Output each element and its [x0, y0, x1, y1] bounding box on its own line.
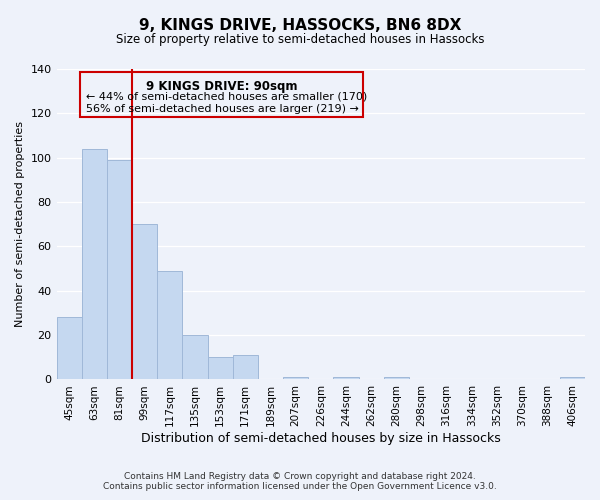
Bar — [182, 335, 208, 380]
X-axis label: Distribution of semi-detached houses by size in Hassocks: Distribution of semi-detached houses by … — [141, 432, 500, 445]
Bar — [283, 377, 308, 380]
Text: Contains public sector information licensed under the Open Government Licence v3: Contains public sector information licen… — [103, 482, 497, 491]
Bar — [56, 318, 82, 380]
Bar — [132, 224, 157, 380]
Text: ← 44% of semi-detached houses are smaller (170): ← 44% of semi-detached houses are smalle… — [86, 92, 367, 102]
Bar — [80, 72, 363, 117]
Bar — [82, 149, 107, 380]
Text: 9 KINGS DRIVE: 90sqm: 9 KINGS DRIVE: 90sqm — [146, 80, 298, 93]
Bar — [157, 271, 182, 380]
Bar — [208, 358, 233, 380]
Text: 56% of semi-detached houses are larger (219) →: 56% of semi-detached houses are larger (… — [86, 104, 358, 114]
Bar — [107, 160, 132, 380]
Bar — [334, 377, 359, 380]
Text: Contains HM Land Registry data © Crown copyright and database right 2024.: Contains HM Land Registry data © Crown c… — [124, 472, 476, 481]
Text: Size of property relative to semi-detached houses in Hassocks: Size of property relative to semi-detach… — [116, 32, 484, 46]
Text: 9, KINGS DRIVE, HASSOCKS, BN6 8DX: 9, KINGS DRIVE, HASSOCKS, BN6 8DX — [139, 18, 461, 32]
Bar — [560, 377, 585, 380]
Bar — [233, 355, 258, 380]
Y-axis label: Number of semi-detached properties: Number of semi-detached properties — [15, 121, 25, 327]
Bar — [383, 377, 409, 380]
